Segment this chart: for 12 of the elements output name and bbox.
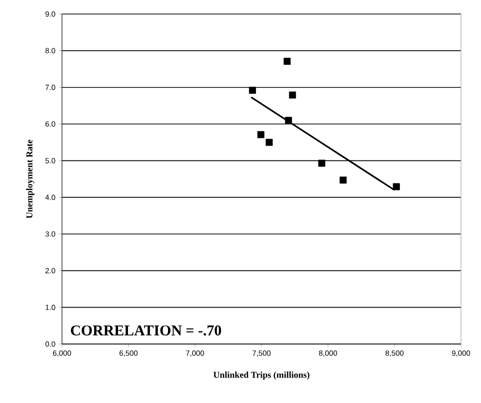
point: [257, 131, 264, 138]
y-axis-title: Unemployment Rate: [26, 140, 34, 218]
point: [266, 138, 273, 146]
point: [284, 58, 291, 65]
annotation: CORRELATION = -.70: [70, 325, 222, 336]
point: [285, 116, 292, 124]
point: [392, 183, 400, 190]
point: [289, 92, 296, 99]
point: [318, 160, 326, 167]
point: [248, 86, 256, 94]
x-axis-title: Unlinked Trips (millions): [213, 372, 310, 380]
point: [340, 176, 347, 184]
